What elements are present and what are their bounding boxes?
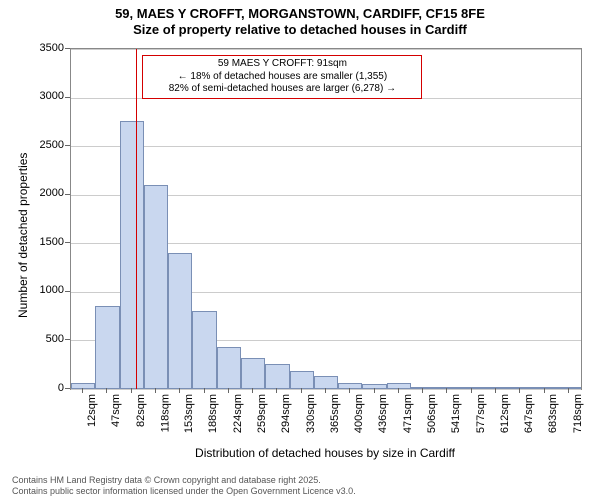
y-tick-label: 3000 xyxy=(18,90,64,102)
x-tick-label: 436sqm xyxy=(378,394,390,433)
footer-line-1: Contains HM Land Registry data © Crown c… xyxy=(12,475,356,485)
histogram-bar xyxy=(362,384,386,389)
y-tick-label: 1500 xyxy=(18,236,64,248)
x-tick-label: 188sqm xyxy=(208,394,220,433)
gridline xyxy=(71,49,581,50)
plot-area: 59 MAES Y CROFFT: 91sqm← 18% of detached… xyxy=(70,48,582,390)
histogram-bar xyxy=(144,185,168,389)
x-tick-mark xyxy=(349,388,350,393)
histogram-bar xyxy=(290,371,314,389)
histogram-bar xyxy=(435,387,459,389)
histogram-bar xyxy=(217,347,241,389)
x-tick-label: 471sqm xyxy=(402,394,414,433)
x-tick-label: 153sqm xyxy=(183,394,195,433)
x-tick-mark xyxy=(155,388,156,393)
y-tick-label: 1000 xyxy=(18,284,64,296)
histogram-bar xyxy=(120,121,144,389)
x-tick-mark xyxy=(568,388,569,393)
x-tick-mark xyxy=(276,388,277,393)
y-tick-mark xyxy=(65,194,70,195)
x-tick-mark xyxy=(446,388,447,393)
title-block: 59, MAES Y CROFFT, MORGANSTOWN, CARDIFF,… xyxy=(0,0,600,37)
x-tick-label: 612sqm xyxy=(499,394,511,433)
footer-line-2: Contains public sector information licen… xyxy=(12,486,356,496)
histogram-bar xyxy=(192,311,216,389)
x-tick-label: 12sqm xyxy=(86,394,98,427)
annotation-line: ← 18% of detached houses are smaller (1,… xyxy=(147,71,417,84)
y-tick-label: 500 xyxy=(18,333,64,345)
annotation-box: 59 MAES Y CROFFT: 91sqm← 18% of detached… xyxy=(142,55,422,99)
y-tick-mark xyxy=(65,388,70,389)
annotation-line: 82% of semi-detached houses are larger (… xyxy=(147,83,417,96)
chart-container: 59, MAES Y CROFFT, MORGANSTOWN, CARDIFF,… xyxy=(0,0,600,500)
x-tick-label: 259sqm xyxy=(256,394,268,433)
x-tick-mark xyxy=(204,388,205,393)
x-tick-mark xyxy=(106,388,107,393)
title-sub: Size of property relative to detached ho… xyxy=(0,22,600,38)
histogram-bar xyxy=(71,383,95,389)
x-tick-label: 541sqm xyxy=(450,394,462,433)
x-tick-label: 647sqm xyxy=(523,394,535,433)
x-tick-mark xyxy=(374,388,375,393)
histogram-bar xyxy=(557,387,581,389)
y-tick-mark xyxy=(65,48,70,49)
y-tick-mark xyxy=(65,242,70,243)
reference-line xyxy=(136,49,137,389)
gridline xyxy=(71,389,581,390)
y-tick-label: 0 xyxy=(18,382,64,394)
title-main: 59, MAES Y CROFFT, MORGANSTOWN, CARDIFF,… xyxy=(0,6,600,22)
x-tick-mark xyxy=(519,388,520,393)
histogram-bar xyxy=(460,387,484,389)
x-tick-label: 577sqm xyxy=(475,394,487,433)
x-tick-mark xyxy=(179,388,180,393)
y-tick-mark xyxy=(65,145,70,146)
x-tick-label: 400sqm xyxy=(353,394,365,433)
x-tick-label: 506sqm xyxy=(426,394,438,433)
histogram-bar xyxy=(532,387,556,389)
x-tick-label: 365sqm xyxy=(329,394,341,433)
y-tick-label: 3500 xyxy=(18,42,64,54)
x-tick-mark xyxy=(252,388,253,393)
x-tick-mark xyxy=(422,388,423,393)
y-tick-label: 2000 xyxy=(18,187,64,199)
x-tick-label: 47sqm xyxy=(110,394,122,427)
footer-credits: Contains HM Land Registry data © Crown c… xyxy=(12,475,356,496)
x-tick-mark xyxy=(544,388,545,393)
y-tick-label: 2500 xyxy=(18,139,64,151)
x-tick-label: 224sqm xyxy=(232,394,244,433)
x-tick-mark xyxy=(228,388,229,393)
histogram-bar xyxy=(241,358,265,389)
y-tick-mark xyxy=(65,339,70,340)
x-tick-mark xyxy=(495,388,496,393)
x-tick-mark xyxy=(131,388,132,393)
histogram-bar xyxy=(387,383,411,389)
x-tick-mark xyxy=(325,388,326,393)
x-tick-label: 330sqm xyxy=(305,394,317,433)
annotation-line: 59 MAES Y CROFFT: 91sqm xyxy=(147,58,417,71)
y-tick-mark xyxy=(65,97,70,98)
histogram-bar xyxy=(508,387,532,389)
gridline xyxy=(71,146,581,147)
x-tick-label: 294sqm xyxy=(280,394,292,433)
x-tick-label: 683sqm xyxy=(548,394,560,433)
x-tick-label: 82sqm xyxy=(135,394,147,427)
histogram-bar xyxy=(168,253,192,389)
y-tick-mark xyxy=(65,291,70,292)
histogram-bar xyxy=(265,364,289,389)
x-tick-label: 718sqm xyxy=(572,394,584,433)
histogram-bar xyxy=(95,306,119,389)
histogram-bar xyxy=(338,383,362,389)
x-tick-mark xyxy=(82,388,83,393)
x-tick-mark xyxy=(398,388,399,393)
x-tick-mark xyxy=(471,388,472,393)
x-tick-label: 118sqm xyxy=(159,394,171,432)
x-axis-label: Distribution of detached houses by size … xyxy=(70,446,580,460)
x-tick-mark xyxy=(301,388,302,393)
histogram-bar xyxy=(411,387,435,389)
